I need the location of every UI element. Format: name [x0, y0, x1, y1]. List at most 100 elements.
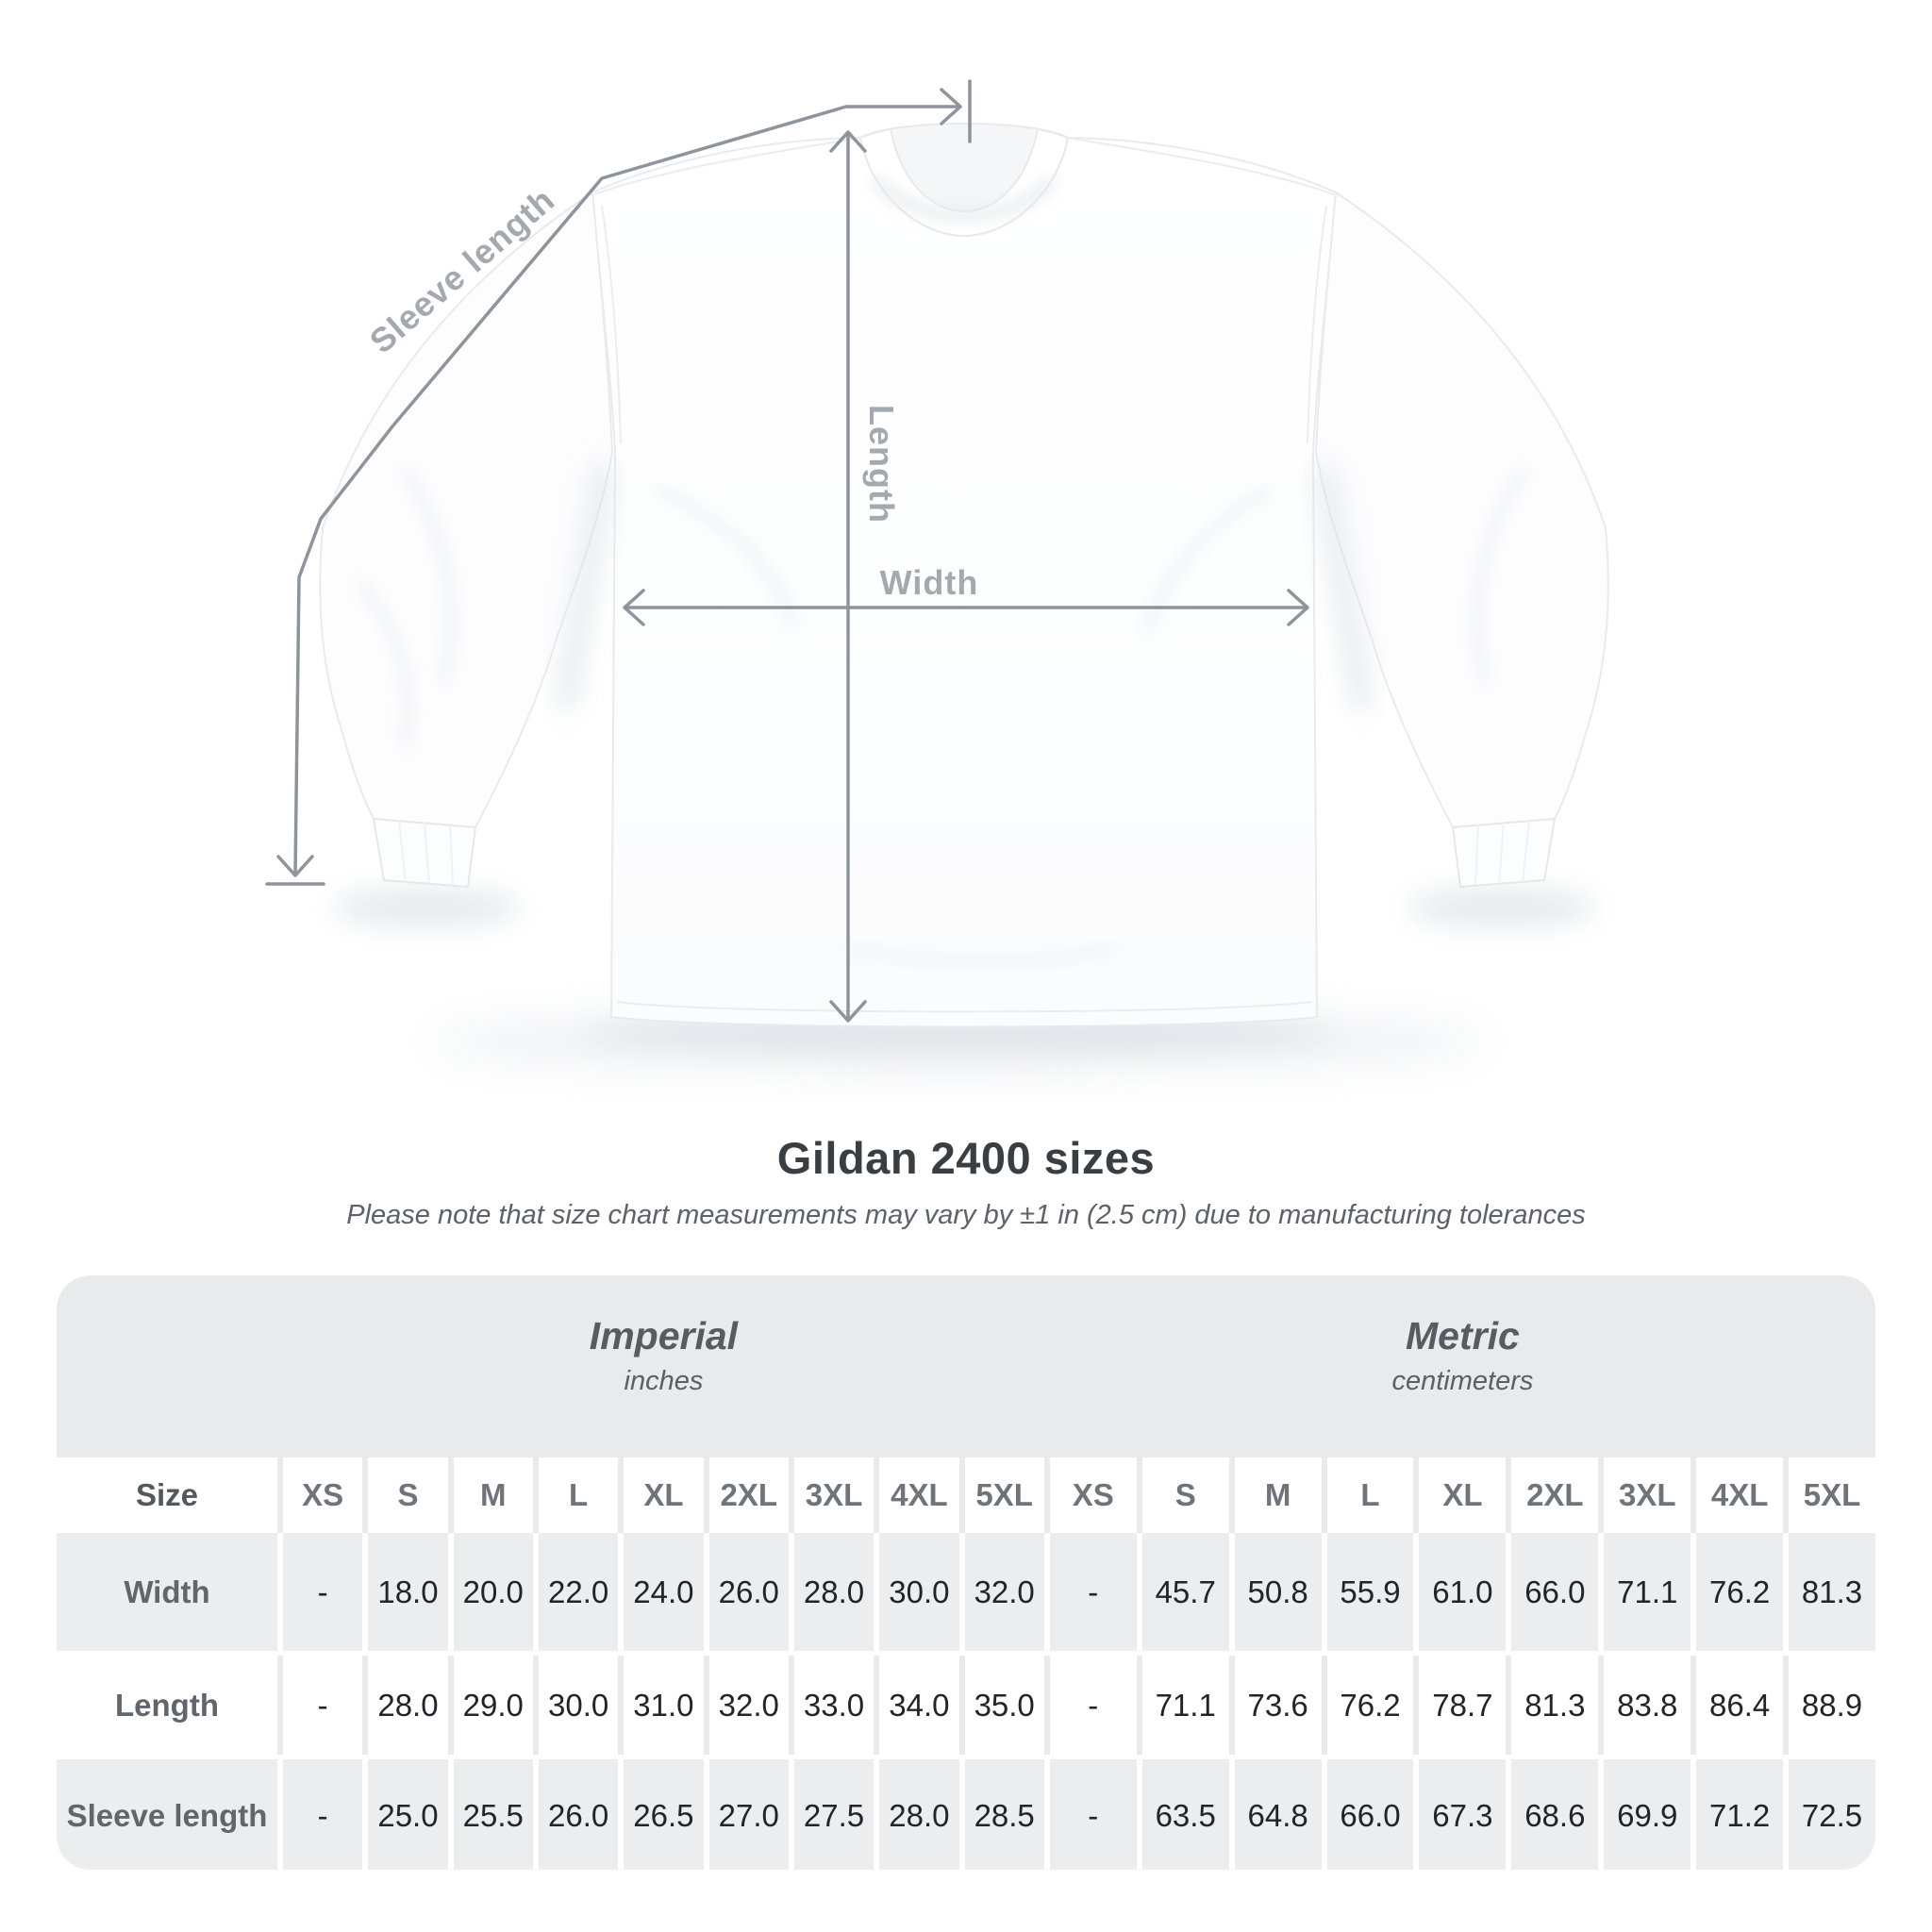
- metric-size-header-5xl: 5XL: [1789, 1457, 1875, 1533]
- sleeve-metric-xl: 67.3: [1419, 1759, 1507, 1870]
- measurement-guides: [265, 79, 1309, 1023]
- width-imperial-xl: 24.0: [624, 1533, 704, 1651]
- imperial-group-header: Imperial inches: [283, 1275, 1044, 1457]
- row-label-length: Length: [57, 1656, 277, 1755]
- metric-size-header-l: L: [1326, 1457, 1414, 1533]
- imperial-size-header-s: S: [368, 1457, 448, 1533]
- length-metric-5xl: 88.9: [1789, 1656, 1875, 1755]
- width-imperial-3xl: 28.0: [793, 1533, 874, 1651]
- unit-group-header: Imperial inches Metric centimeters: [57, 1275, 1875, 1457]
- metric-size-header-xl: XL: [1419, 1457, 1507, 1533]
- length-arrowhead-down: [829, 1000, 867, 1023]
- sleeve-metric-4xl: 71.2: [1696, 1759, 1784, 1870]
- width-metric-4xl: 76.2: [1696, 1533, 1784, 1651]
- sleeve-imperial-l: 26.0: [538, 1759, 619, 1870]
- seam-lines: [593, 137, 1335, 1013]
- metric-size-header-m: M: [1234, 1457, 1322, 1533]
- length-metric-2xl: 81.3: [1511, 1656, 1599, 1755]
- width-metric-m: 50.8: [1234, 1533, 1322, 1651]
- sleeve-metric-l: 66.0: [1326, 1759, 1414, 1870]
- width-metric-xl: 61.0: [1419, 1533, 1507, 1651]
- metric-size-header-3xl: 3XL: [1604, 1457, 1691, 1533]
- sleeve-imperial-m: 25.5: [453, 1759, 533, 1870]
- imperial-size-header-l: L: [538, 1457, 619, 1533]
- sleeve-imperial-2xl: 27.0: [708, 1759, 789, 1870]
- width-imperial-xs: -: [283, 1533, 363, 1651]
- imperial-size-header-xl: XL: [624, 1457, 704, 1533]
- length-imperial-2xl: 32.0: [708, 1656, 789, 1755]
- length-imperial-xl: 31.0: [624, 1656, 704, 1755]
- imperial-size-header-3xl: 3XL: [793, 1457, 874, 1533]
- metric-size-header-s: S: [1141, 1457, 1229, 1533]
- sleeve-metric-5xl: 72.5: [1789, 1759, 1875, 1870]
- width-metric-2xl: 66.0: [1511, 1533, 1599, 1651]
- page-title: Gildan 2400 sizes: [776, 1133, 1156, 1183]
- length-metric-3xl: 83.8: [1604, 1656, 1691, 1755]
- width-metric-s: 45.7: [1141, 1533, 1229, 1651]
- imperial-size-header-4xl: 4XL: [879, 1457, 959, 1533]
- sleeve-metric-m: 64.8: [1234, 1759, 1322, 1870]
- sleeve-imperial-xs: -: [283, 1759, 363, 1870]
- size-table: Imperial inches Metric centimeters Size …: [57, 1275, 1875, 1870]
- width-metric-5xl: 81.3: [1789, 1533, 1875, 1651]
- metric-group-unit: centimeters: [1391, 1366, 1534, 1396]
- width-imperial-4xl: 30.0: [879, 1533, 959, 1651]
- width-imperial-l: 22.0: [538, 1533, 619, 1651]
- size-header-row: Size XS S M L XL 2XL 3XL 4XL 5XL XS S M …: [57, 1457, 1875, 1533]
- imperial-size-header-m: M: [453, 1457, 533, 1533]
- width-arrowhead-right: [1287, 589, 1309, 626]
- sleeve-metric-s: 63.5: [1141, 1759, 1229, 1870]
- row-label-width: Width: [57, 1533, 277, 1651]
- width-imperial-s: 18.0: [368, 1533, 448, 1651]
- shirt-mockup: [319, 123, 1609, 1028]
- length-imperial-5xl: 35.0: [964, 1656, 1044, 1755]
- imperial-group-unit: inches: [624, 1366, 704, 1396]
- metric-size-header-4xl: 4XL: [1696, 1457, 1784, 1533]
- width-arrowhead-left: [623, 589, 645, 626]
- length-metric-4xl: 86.4: [1696, 1656, 1784, 1755]
- length-imperial-3xl: 33.0: [793, 1656, 874, 1755]
- sleeve-metric-3xl: 69.9: [1604, 1759, 1691, 1870]
- table-row-sleeve-length: Sleeve length - 25.0 25.5 26.0 26.5 27.0…: [57, 1759, 1875, 1870]
- table-row-length: Length - 28.0 29.0 30.0 31.0 32.0 33.0 3…: [57, 1656, 1875, 1755]
- sleeve-imperial-xl: 26.5: [624, 1759, 704, 1870]
- sleeve-length-arrowhead-down: [276, 855, 314, 877]
- table-rows: Size XS S M L XL 2XL 3XL 4XL 5XL XS S M …: [57, 1457, 1875, 1870]
- length-metric-m: 73.6: [1234, 1656, 1322, 1755]
- sleeve-imperial-5xl: 28.5: [964, 1759, 1044, 1870]
- length-imperial-s: 28.0: [368, 1656, 448, 1755]
- width-imperial-5xl: 32.0: [964, 1533, 1044, 1651]
- fabric-shading: [356, 176, 1527, 967]
- sleeve-metric-2xl: 68.6: [1511, 1759, 1599, 1870]
- width-metric-3xl: 71.1: [1604, 1533, 1691, 1651]
- metric-size-header-xs: XS: [1049, 1457, 1137, 1533]
- width-imperial-m: 20.0: [453, 1533, 533, 1651]
- length-arrowhead-up: [829, 130, 867, 153]
- sleeve-imperial-4xl: 28.0: [879, 1759, 959, 1870]
- width-imperial-2xl: 26.0: [708, 1533, 789, 1651]
- metric-group-title: Metric: [1406, 1314, 1520, 1357]
- metric-size-header-2xl: 2XL: [1511, 1457, 1599, 1533]
- imperial-size-header-xs: XS: [283, 1457, 363, 1533]
- length-imperial-xs: -: [283, 1656, 363, 1755]
- sleeve-imperial-3xl: 27.5: [793, 1759, 874, 1870]
- length-imperial-l: 30.0: [538, 1656, 619, 1755]
- length-metric-xs: -: [1049, 1656, 1137, 1755]
- width-metric-xs: -: [1049, 1533, 1137, 1651]
- imperial-size-header-5xl: 5XL: [964, 1457, 1044, 1533]
- metric-group-header: Metric centimeters: [1050, 1275, 1875, 1457]
- cuff-rib-lines: [398, 820, 1530, 886]
- sleeve-length-line: [293, 105, 960, 875]
- length-metric-s: 71.1: [1141, 1656, 1229, 1755]
- imperial-group-title: Imperial: [589, 1314, 739, 1357]
- tolerance-note: Please note that size chart measurements…: [346, 1200, 1586, 1230]
- length-metric-xl: 78.7: [1419, 1656, 1507, 1755]
- size-column-header: Size: [57, 1457, 277, 1533]
- width-label: Width: [880, 563, 979, 602]
- table-row-width: Width - 18.0 20.0 22.0 24.0 26.0 28.0 30…: [57, 1533, 1875, 1651]
- length-imperial-4xl: 34.0: [879, 1656, 959, 1755]
- length-metric-l: 76.2: [1326, 1656, 1414, 1755]
- shirt-measurement-diagram: Sleeve length Length Width: [265, 79, 1609, 1072]
- width-metric-l: 55.9: [1326, 1533, 1414, 1651]
